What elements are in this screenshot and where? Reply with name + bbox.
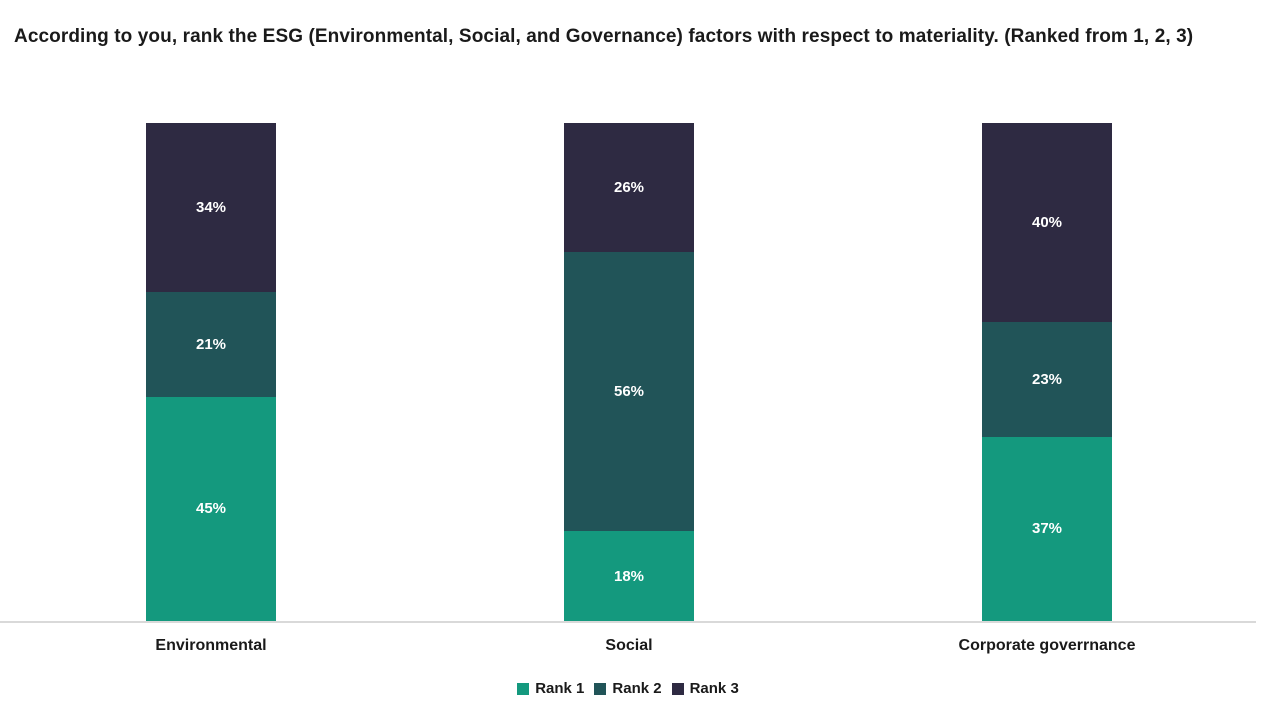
legend-item-rank-3: Rank 3 bbox=[671, 680, 739, 697]
bar-segment-rank-2: 23% bbox=[982, 322, 1112, 437]
legend-swatch-icon bbox=[517, 682, 530, 695]
bar-social: 26% 56% 18% bbox=[564, 123, 694, 621]
data-label: 37% bbox=[1031, 520, 1063, 538]
data-label: 56% bbox=[613, 383, 645, 401]
data-label: 23% bbox=[1031, 370, 1063, 388]
data-label: 26% bbox=[613, 179, 645, 197]
legend-label: Rank 2 bbox=[612, 680, 662, 697]
bar-segment-rank-1: 37% bbox=[982, 436, 1112, 621]
plot-area: 34% 21% 45% 26% 56% 18% 40% 23% 37% bbox=[0, 123, 1256, 623]
legend: Rank 1 Rank 2 Rank 3 bbox=[0, 680, 1256, 697]
data-label: 34% bbox=[195, 199, 227, 217]
data-label: 21% bbox=[195, 336, 227, 354]
category-label-corporate-goverrnance: Corporate goverrnance bbox=[958, 637, 1136, 654]
legend-swatch-icon bbox=[594, 682, 607, 695]
data-label: 18% bbox=[613, 567, 645, 585]
bar-corporate-goverrnance: 40% 23% 37% bbox=[982, 123, 1112, 621]
bar-segment-rank-2: 21% bbox=[146, 292, 276, 397]
data-label: 40% bbox=[1031, 214, 1063, 232]
legend-label: Rank 3 bbox=[689, 680, 739, 697]
legend-label: Rank 1 bbox=[535, 680, 585, 697]
bar-segment-rank-3: 34% bbox=[146, 123, 276, 293]
chart-title: According to you, rank the ESG (Environm… bbox=[14, 26, 1194, 47]
category-label-social: Social bbox=[605, 637, 653, 654]
legend-swatch-icon bbox=[671, 682, 684, 695]
bar-segment-rank-1: 45% bbox=[146, 396, 276, 621]
bar-environmental: 34% 21% 45% bbox=[146, 123, 276, 621]
category-label-environmental: Environmental bbox=[155, 637, 267, 654]
legend-item-rank-2: Rank 2 bbox=[594, 680, 662, 697]
legend-item-rank-1: Rank 1 bbox=[517, 680, 584, 697]
bar-segment-rank-3: 26% bbox=[564, 123, 694, 253]
data-label: 45% bbox=[195, 500, 227, 518]
bar-segment-rank-1: 18% bbox=[564, 531, 694, 621]
bar-segment-rank-2: 56% bbox=[564, 252, 694, 532]
bar-segment-rank-3: 40% bbox=[982, 123, 1112, 323]
x-axis-line bbox=[0, 621, 1256, 623]
